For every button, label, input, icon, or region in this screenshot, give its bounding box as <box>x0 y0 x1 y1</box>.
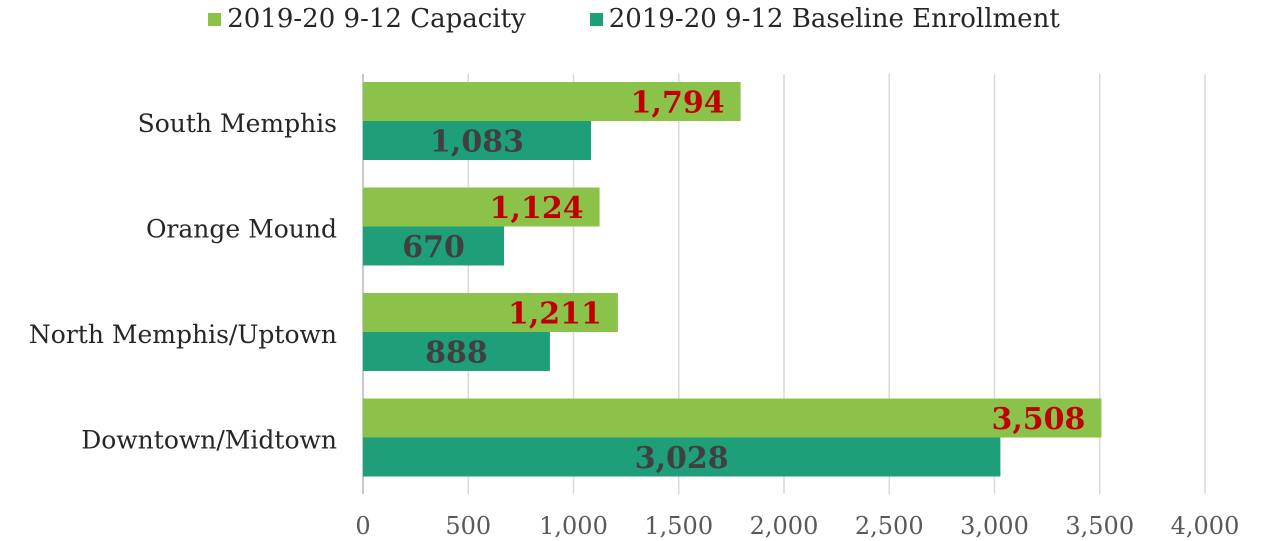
data-label-capacity: 1,211 <box>508 297 602 332</box>
category-label: Downtown/Midtown <box>81 426 337 455</box>
bar-capacity <box>363 398 1102 438</box>
legend-label-enrollment: 2019-20 9-12 Baseline Enrollment <box>608 4 1060 34</box>
x-tick-labels: 0 500 1,000 1,500 2,000 2,500 3,000 3,500 4,000 <box>355 512 1239 540</box>
data-label-enrollment: 670 <box>402 230 465 265</box>
category-label: South Memphis <box>138 109 337 138</box>
legend: 2019-20 9-12 Capacity 2019-20 9-12 Basel… <box>0 4 1268 34</box>
legend-item-enrollment: 2019-20 9-12 Baseline Enrollment <box>589 4 1060 34</box>
legend-swatch-capacity <box>208 12 222 26</box>
legend-item-capacity: 2019-20 9-12 Capacity <box>208 4 526 34</box>
bar-enrollment <box>363 226 505 266</box>
legend-label-capacity: 2019-20 9-12 Capacity <box>227 4 526 34</box>
data-label-capacity: 1,794 <box>631 86 725 121</box>
category-label: North Memphis/Uptown <box>29 320 337 349</box>
category-labels: South Memphis Orange Mound North Memphis/U… <box>29 109 337 455</box>
data-label-enrollment: 1,083 <box>430 125 524 160</box>
bars <box>363 82 1102 477</box>
bar-capacity <box>363 293 618 332</box>
bar-enrollment <box>363 332 550 371</box>
data-label-capacity: 3,508 <box>991 402 1085 437</box>
bar-enrollment <box>363 437 1001 477</box>
bar-capacity <box>363 187 600 227</box>
x-tick-label: 2,500 <box>855 512 924 540</box>
data-label-enrollment: 888 <box>425 336 488 371</box>
data-label-capacity: 1,124 <box>490 191 584 226</box>
data-label-enrollment: 3,028 <box>635 441 729 476</box>
x-tick-label: 1,500 <box>644 512 713 540</box>
x-tick-label: 500 <box>445 512 491 540</box>
x-tick-label: 2,000 <box>750 512 819 540</box>
x-tick-label: 4,000 <box>1171 512 1240 540</box>
category-label: Orange Mound <box>146 215 337 244</box>
x-tick-label: 3,500 <box>1065 512 1134 540</box>
x-tick-label: 0 <box>355 512 370 540</box>
x-tick-label: 3,000 <box>960 512 1029 540</box>
bar-capacity <box>363 82 741 121</box>
bar-enrollment <box>363 121 591 160</box>
data-labels: 1,794 1,083 1,124 670 1,211 888 3,508 3,028 <box>402 86 1085 477</box>
legend-swatch-enrollment <box>589 12 603 26</box>
x-tick-label: 1,000 <box>539 512 608 540</box>
